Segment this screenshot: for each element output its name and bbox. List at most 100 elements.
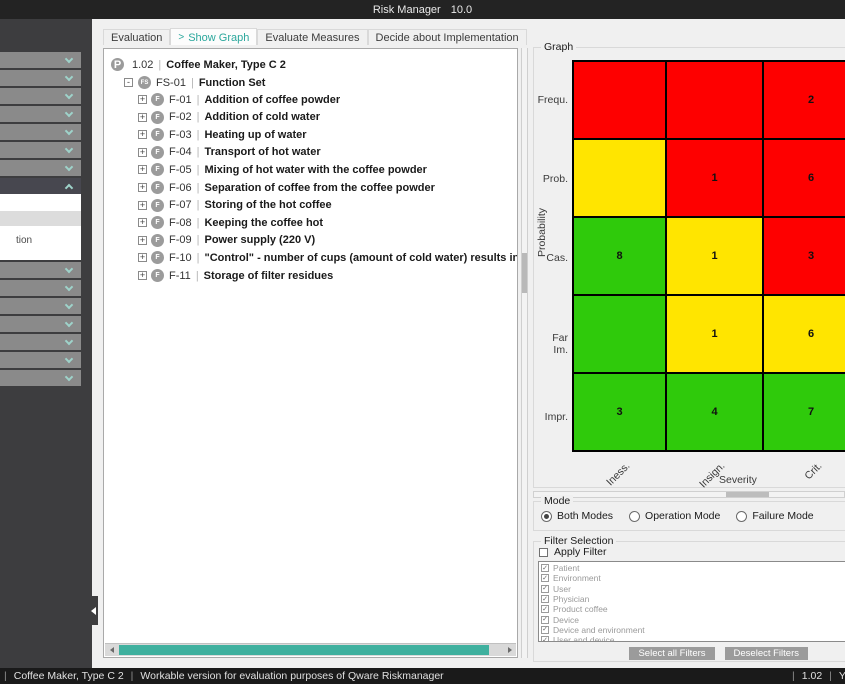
expand-box-icon[interactable]: + xyxy=(138,129,147,140)
tree-item-f-05[interactable]: + F F-05 | Mixing of hot water with the coff… xyxy=(104,162,427,177)
expand-box-icon[interactable]: + xyxy=(138,111,147,122)
chevron-down-icon xyxy=(64,354,74,364)
status-separator: | xyxy=(130,670,134,682)
tab-decide-about-implementation[interactable]: Decide about Implementation xyxy=(367,29,527,45)
tree-item-f-10[interactable]: + F F-10 | "Control" - number of cups (amoun… xyxy=(104,250,517,265)
matrix-cell-r1c2 xyxy=(666,61,763,139)
mode-radio-both-modes[interactable]: Both Modes xyxy=(541,510,613,522)
tree-item-f-02[interactable]: + F F-02 | Addition of cold water xyxy=(104,110,320,125)
matrix-cell-count: 3 xyxy=(807,250,815,262)
sidebar-section-header[interactable] xyxy=(0,352,81,368)
tab-evaluation[interactable]: Evaluation xyxy=(103,29,171,45)
mode-radio-failure-mode[interactable]: Failure Mode xyxy=(736,510,814,522)
tree-item-separator: | xyxy=(196,199,200,212)
scroll-right-arrow-icon[interactable] xyxy=(503,644,516,656)
tree-item-f-08[interactable]: + F F-08 | Keeping the coffee hot xyxy=(104,215,323,230)
filter-item-user[interactable]: ✓ User xyxy=(541,584,845,594)
scroll-left-arrow-icon[interactable] xyxy=(105,644,118,656)
sidebar-section-header[interactable] xyxy=(0,70,81,86)
matrix-cell-r5c3: 7 xyxy=(763,373,845,451)
tree-item-1-02[interactable]: P 1.02 | Coffee Maker, Type C 2 xyxy=(104,57,286,72)
f-icon: F xyxy=(151,233,164,247)
sidebar-section-header[interactable] xyxy=(0,106,81,122)
tree-item-f-06[interactable]: + F F-06 | Separation of coffee from the cof… xyxy=(104,180,435,195)
checkbox-icon xyxy=(539,547,548,557)
f-icon: F xyxy=(151,163,164,177)
matrix-cell-r4c2: 1 xyxy=(666,295,763,373)
tree-item-f-07[interactable]: + F F-07 | Storing of the hot coffee xyxy=(104,198,332,213)
f-icon: F xyxy=(151,216,164,230)
tree-item-fs-01[interactable]: - FS FS-01 | Function Set xyxy=(104,75,265,90)
proj-icon: P xyxy=(111,58,124,71)
filter-item-physician[interactable]: ✓ Physician xyxy=(541,594,845,604)
graph-horizontal-scrollbar[interactable] xyxy=(533,491,845,498)
tree-horizontal-scrollbar[interactable] xyxy=(105,643,516,656)
filter-item-device-and-environment[interactable]: ✓ Device and environment xyxy=(541,625,845,635)
sidebar-panel-selected-row[interactable] xyxy=(0,211,81,226)
sidebar-collapse-handle[interactable] xyxy=(89,596,98,625)
expand-box-icon[interactable]: + xyxy=(138,252,147,263)
sidebar-section-header[interactable] xyxy=(0,316,81,332)
sidebar-section-header[interactable] xyxy=(0,142,81,158)
filter-item-device[interactable]: ✓ Device xyxy=(541,614,845,625)
sidebar-section-header[interactable] xyxy=(0,262,81,278)
status-right: | 1.02 | You xyxy=(792,670,845,682)
expand-box-icon[interactable]: + xyxy=(138,146,147,157)
mode-radio-operation-mode[interactable]: Operation Mode xyxy=(629,510,720,522)
tree-scrollbar-thumb[interactable] xyxy=(119,645,489,655)
sidebar-section-header[interactable] xyxy=(0,298,81,314)
expand-box-icon[interactable]: - xyxy=(124,78,133,87)
expand-box-icon[interactable]: + xyxy=(138,182,147,192)
sidebar-section-header[interactable] xyxy=(0,160,81,176)
tree-item-id: F-11 xyxy=(169,269,191,282)
f-icon: F xyxy=(151,181,164,194)
tree-item-f-09[interactable]: + F F-09 | Power supply (220 V) xyxy=(104,233,315,248)
sidebar-section-header[interactable] xyxy=(0,52,81,68)
tab-evaluate-measures[interactable]: Evaluate Measures xyxy=(257,29,368,45)
matrix-cell-r5c1: 3 xyxy=(573,373,666,451)
title-bar: Risk Manager 10.0 xyxy=(0,0,845,19)
select-all-filters-button[interactable]: Select all Filters xyxy=(629,647,715,660)
tree-item-f-01[interactable]: + F F-01 | Addition of coffee powder xyxy=(104,92,340,107)
expand-box-icon[interactable]: + xyxy=(138,217,147,228)
tree-item-f-04[interactable]: + F F-04 | Transport of hot water xyxy=(104,145,321,160)
app-version: 10.0 xyxy=(450,3,473,16)
expand-box-icon[interactable]: + xyxy=(138,234,147,245)
tree-item-separator: | xyxy=(196,111,200,124)
pane-scrollbar-thumb[interactable] xyxy=(522,253,527,293)
tab-show-graph[interactable]: > Show Graph xyxy=(170,28,258,45)
checkbox-checked-icon: ✓ xyxy=(541,574,549,583)
expand-box-icon[interactable]: + xyxy=(138,199,147,210)
filter-item-environment[interactable]: ✓ Environment xyxy=(541,573,845,583)
tree-item-f-11[interactable]: + F F-11 | Storage of filter residues xyxy=(104,268,333,283)
graph-scrollbar-thumb[interactable] xyxy=(726,492,769,497)
checkbox-checked-icon: ✓ xyxy=(541,595,549,604)
status-separator: | xyxy=(792,670,795,682)
expand-box-icon[interactable]: + xyxy=(138,94,147,104)
expand-box-icon[interactable]: + xyxy=(138,164,147,175)
sidebar-section-header[interactable] xyxy=(0,124,81,140)
tree-item-id: F-08 xyxy=(169,216,192,229)
tree-item-separator: | xyxy=(158,58,162,71)
filter-item-patient[interactable]: ✓ Patient xyxy=(541,563,845,573)
tree-item-f-03[interactable]: + F F-03 | Heating up of water xyxy=(104,127,307,142)
sidebar-section-header[interactable] xyxy=(0,178,81,194)
sidebar-section-header[interactable] xyxy=(0,280,81,296)
filter-groupbox: Filter Selection Apply Filter ✓ Patient ✓ E… xyxy=(533,535,845,662)
pane-vertical-scrollbar[interactable] xyxy=(521,48,528,658)
tree-item-label: Mixing of hot water with the coffee powd… xyxy=(204,163,427,176)
apply-filter-label: Apply Filter xyxy=(554,546,607,558)
expand-box-icon[interactable]: + xyxy=(138,270,147,280)
tree-item-id: F-06 xyxy=(169,181,192,194)
y-axis-title: Probability xyxy=(536,208,548,258)
matrix-cell-count: 7 xyxy=(807,406,815,418)
apply-filter-checkbox[interactable]: Apply Filter xyxy=(539,546,607,558)
sidebar-section-header[interactable] xyxy=(0,88,81,104)
tree-item-id: 1.02 xyxy=(132,58,154,71)
sidebar-section-header[interactable] xyxy=(0,334,81,350)
filter-item-product-coffee[interactable]: ✓ Product coffee xyxy=(541,604,845,614)
filter-item-user-and-device[interactable]: ✓ User and device xyxy=(541,635,845,641)
sidebar-section-header[interactable] xyxy=(0,370,81,386)
deselect-filters-button[interactable]: Deselect Filters xyxy=(724,647,808,660)
